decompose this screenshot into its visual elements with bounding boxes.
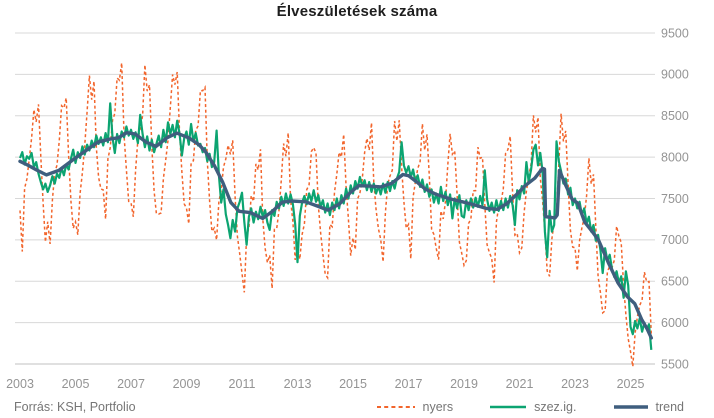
y-axis-labels: 5500 6000 6500 7000 7500 8000 8500 9000 9500	[661, 26, 689, 371]
x-tick-label: 2009	[173, 377, 201, 391]
x-tick-label: 2005	[62, 377, 90, 391]
trend-line-icon	[613, 405, 648, 409]
y-tick-label: 8000	[661, 150, 689, 164]
x-tick-label: 2019	[450, 377, 478, 391]
legend: nyers szez.ig. trend	[376, 400, 684, 414]
nyers-line-icon	[376, 406, 415, 408]
x-tick-label: 2025	[617, 377, 645, 391]
x-tick-label: 2003	[6, 377, 34, 391]
legend-label-nyers: nyers	[422, 400, 454, 414]
szezig-line-icon	[490, 405, 527, 409]
chart-footer: Forrás: KSH, Portfolio nyers szez.ig. tr…	[14, 400, 684, 414]
x-tick-label: 2015	[339, 377, 367, 391]
szezig-line	[18, 102, 653, 350]
trend-line	[18, 131, 653, 340]
y-tick-label: 7500	[661, 192, 689, 206]
y-tick-label: 9000	[661, 68, 689, 82]
nyers-line	[19, 62, 653, 367]
x-tick-label: 2007	[117, 377, 145, 391]
x-tick-label: 2023	[561, 377, 589, 391]
legend-item-nyers[interactable]: nyers	[376, 400, 454, 414]
legend-label-szezig: szez.ig.	[534, 400, 577, 414]
x-tick-label: 2017	[395, 377, 423, 391]
y-tick-label: 6000	[661, 316, 689, 330]
y-tick-label: 6500	[661, 275, 689, 289]
source-note: Forrás: KSH, Portfolio	[14, 400, 136, 414]
chart-title: Élveszületések száma	[276, 3, 438, 20]
x-axis-labels: 2003 2005 2007 2009 2011 2013 2015 2017 2019 2021…	[6, 377, 644, 391]
legend-item-trend[interactable]: trend	[613, 400, 685, 414]
legend-label-trend: trend	[655, 400, 685, 414]
y-tick-label: 9500	[661, 26, 689, 40]
y-tick-label: 5500	[661, 357, 689, 371]
legend-item-szezig[interactable]: szez.ig.	[489, 400, 577, 414]
y-tick-label: 7000	[661, 233, 689, 247]
x-tick-label: 2011	[229, 377, 256, 391]
y-tick-label: 8500	[661, 109, 689, 123]
x-tick-label: 2021	[506, 377, 534, 391]
x-tick-label: 2013	[284, 377, 312, 391]
